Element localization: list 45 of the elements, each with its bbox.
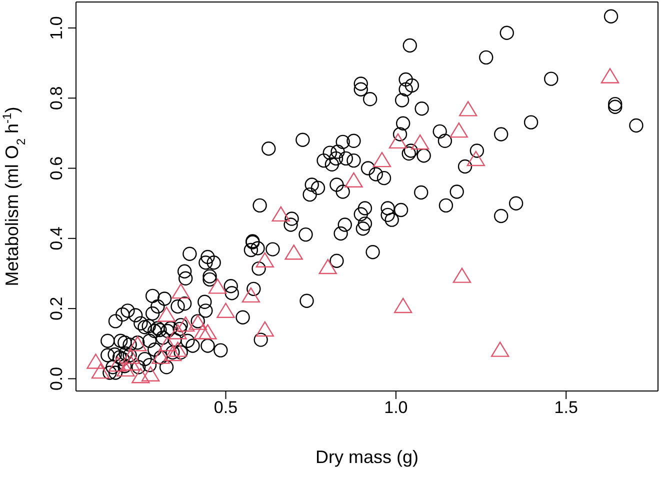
y-tick-label: 0.8 xyxy=(47,86,66,110)
point xyxy=(284,244,303,260)
x-tick-label: 0.5 xyxy=(214,398,238,418)
point xyxy=(388,133,408,149)
point xyxy=(394,298,412,314)
point xyxy=(256,252,274,268)
point xyxy=(490,342,510,357)
point xyxy=(141,366,160,382)
x-tick-label: 1.0 xyxy=(384,398,408,418)
point xyxy=(91,363,110,379)
point xyxy=(122,348,140,364)
x-tick-label: 1.5 xyxy=(554,398,578,418)
point xyxy=(318,258,337,274)
y-tick-label: 0.4 xyxy=(47,226,66,250)
point xyxy=(208,278,227,294)
y-tick-label: 1.0 xyxy=(47,16,66,40)
y-tick-label: 0.2 xyxy=(47,296,66,320)
point xyxy=(272,206,290,222)
point xyxy=(450,122,468,138)
point xyxy=(458,101,478,116)
point xyxy=(168,324,187,340)
point xyxy=(256,321,274,337)
point xyxy=(600,68,620,84)
point xyxy=(176,316,195,332)
point xyxy=(372,152,392,168)
point xyxy=(108,356,127,372)
point xyxy=(410,134,430,150)
y-tick-label: 0.0 xyxy=(47,366,66,391)
y-tick-label: 0.6 xyxy=(47,156,66,180)
point xyxy=(194,324,212,340)
point xyxy=(132,368,150,384)
x-axis-title: Dry mass (g) xyxy=(316,447,418,467)
point xyxy=(466,150,486,166)
point xyxy=(452,268,472,283)
point xyxy=(86,354,105,369)
point xyxy=(344,172,363,188)
point xyxy=(116,361,135,377)
point xyxy=(198,324,217,340)
point xyxy=(242,287,260,303)
point xyxy=(122,355,140,371)
point xyxy=(157,306,176,322)
point xyxy=(168,342,187,357)
point xyxy=(172,283,190,299)
point xyxy=(216,302,235,318)
point xyxy=(158,336,177,352)
